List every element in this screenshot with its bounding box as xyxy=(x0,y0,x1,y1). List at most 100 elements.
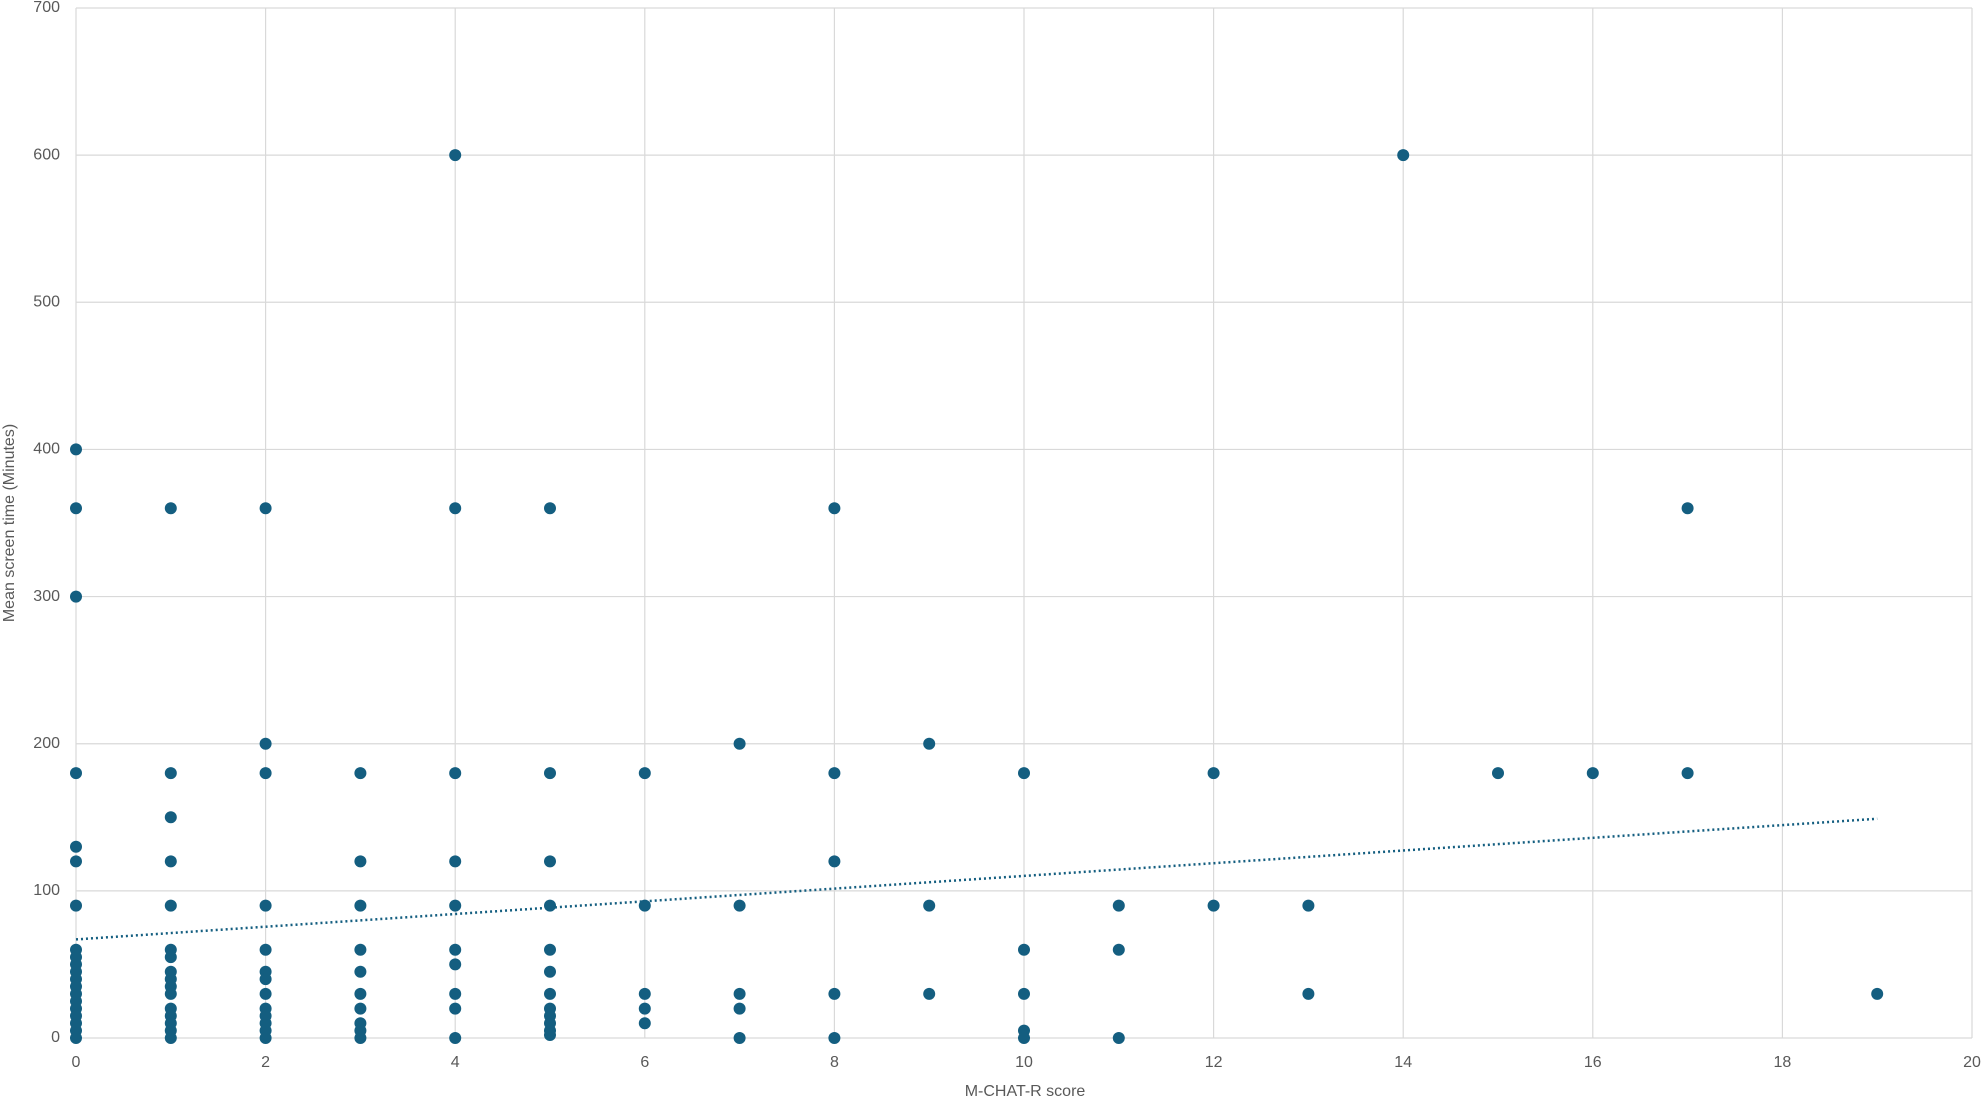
point xyxy=(828,1032,841,1044)
y-tick-label: 0 xyxy=(51,1029,60,1046)
point xyxy=(164,855,177,868)
point xyxy=(354,943,367,956)
point xyxy=(1586,767,1599,780)
point xyxy=(70,443,82,456)
point xyxy=(354,855,367,868)
point xyxy=(733,737,746,750)
point xyxy=(1112,943,1125,956)
x-tick-label: 10 xyxy=(1015,1054,1033,1071)
point xyxy=(164,502,177,515)
y-tick-label: 100 xyxy=(33,882,60,899)
point xyxy=(1207,767,1220,780)
point xyxy=(164,951,177,964)
point xyxy=(354,965,367,978)
point xyxy=(638,987,651,1000)
point xyxy=(354,899,367,912)
x-tick-label: 18 xyxy=(1774,1054,1792,1071)
point xyxy=(544,1029,556,1042)
point xyxy=(449,987,462,1000)
point xyxy=(1018,987,1030,1000)
point xyxy=(638,1002,651,1015)
point xyxy=(1302,987,1315,1000)
point xyxy=(1207,899,1220,912)
y-axis-label: Mean screen time (Minutes) xyxy=(1,424,18,622)
point xyxy=(259,767,272,780)
x-tick-label: 2 xyxy=(261,1054,270,1071)
x-tick-label: 4 xyxy=(451,1054,460,1071)
point xyxy=(544,899,556,912)
point xyxy=(1018,1032,1030,1044)
point xyxy=(733,987,746,1000)
y-tick-label: 200 xyxy=(33,735,60,752)
x-tick-label: 20 xyxy=(1963,1054,1981,1071)
point xyxy=(449,149,462,162)
point xyxy=(923,987,936,1000)
point xyxy=(354,987,367,1000)
x-tick-label: 14 xyxy=(1394,1054,1412,1071)
point xyxy=(1492,767,1504,780)
point xyxy=(449,1032,462,1044)
point xyxy=(164,767,177,780)
point xyxy=(70,840,82,853)
point xyxy=(544,943,556,956)
point xyxy=(354,767,367,780)
x-tick-label: 12 xyxy=(1205,1054,1223,1071)
point xyxy=(1681,502,1694,515)
point xyxy=(259,737,272,750)
point xyxy=(70,590,82,603)
point xyxy=(828,855,841,868)
y-tick-label: 600 xyxy=(33,146,60,163)
point xyxy=(259,899,272,912)
point xyxy=(1397,149,1410,162)
point xyxy=(449,943,462,956)
point xyxy=(828,767,841,780)
point xyxy=(1302,899,1315,912)
x-tick-label: 6 xyxy=(640,1054,649,1071)
point xyxy=(544,965,556,978)
point xyxy=(544,855,556,868)
point xyxy=(544,767,556,780)
point xyxy=(164,899,177,912)
trendline xyxy=(75,817,1878,941)
point xyxy=(259,987,272,1000)
point xyxy=(828,987,841,1000)
point xyxy=(259,502,272,515)
point xyxy=(1681,767,1694,780)
point xyxy=(638,1017,651,1030)
point xyxy=(544,987,556,1000)
point xyxy=(923,737,936,750)
point xyxy=(638,767,651,780)
x-tick-label: 0 xyxy=(72,1054,81,1071)
point xyxy=(354,1002,367,1015)
point xyxy=(70,502,82,515)
point xyxy=(1112,1032,1125,1044)
point xyxy=(1112,899,1125,912)
point xyxy=(544,502,556,515)
point xyxy=(449,1002,462,1015)
point xyxy=(164,811,177,824)
y-tick-label: 500 xyxy=(33,294,60,311)
x-tick-label: 8 xyxy=(830,1054,839,1071)
point xyxy=(449,767,462,780)
y-tick-label: 300 xyxy=(33,588,60,605)
x-tick-label: 16 xyxy=(1584,1054,1602,1071)
point xyxy=(70,767,82,780)
point xyxy=(449,855,462,868)
y-tick-label: 400 xyxy=(33,441,60,458)
point xyxy=(449,502,462,515)
point xyxy=(259,1032,272,1044)
point xyxy=(923,899,936,912)
point xyxy=(449,899,462,912)
point xyxy=(70,855,82,868)
point xyxy=(70,1032,82,1044)
point xyxy=(164,1032,177,1044)
point xyxy=(354,1032,367,1044)
point xyxy=(1871,987,1884,1000)
point xyxy=(164,987,177,1000)
point xyxy=(733,899,746,912)
point xyxy=(259,943,272,956)
y-tick-label: 700 xyxy=(33,0,60,16)
point xyxy=(733,1002,746,1015)
point xyxy=(1018,943,1030,956)
